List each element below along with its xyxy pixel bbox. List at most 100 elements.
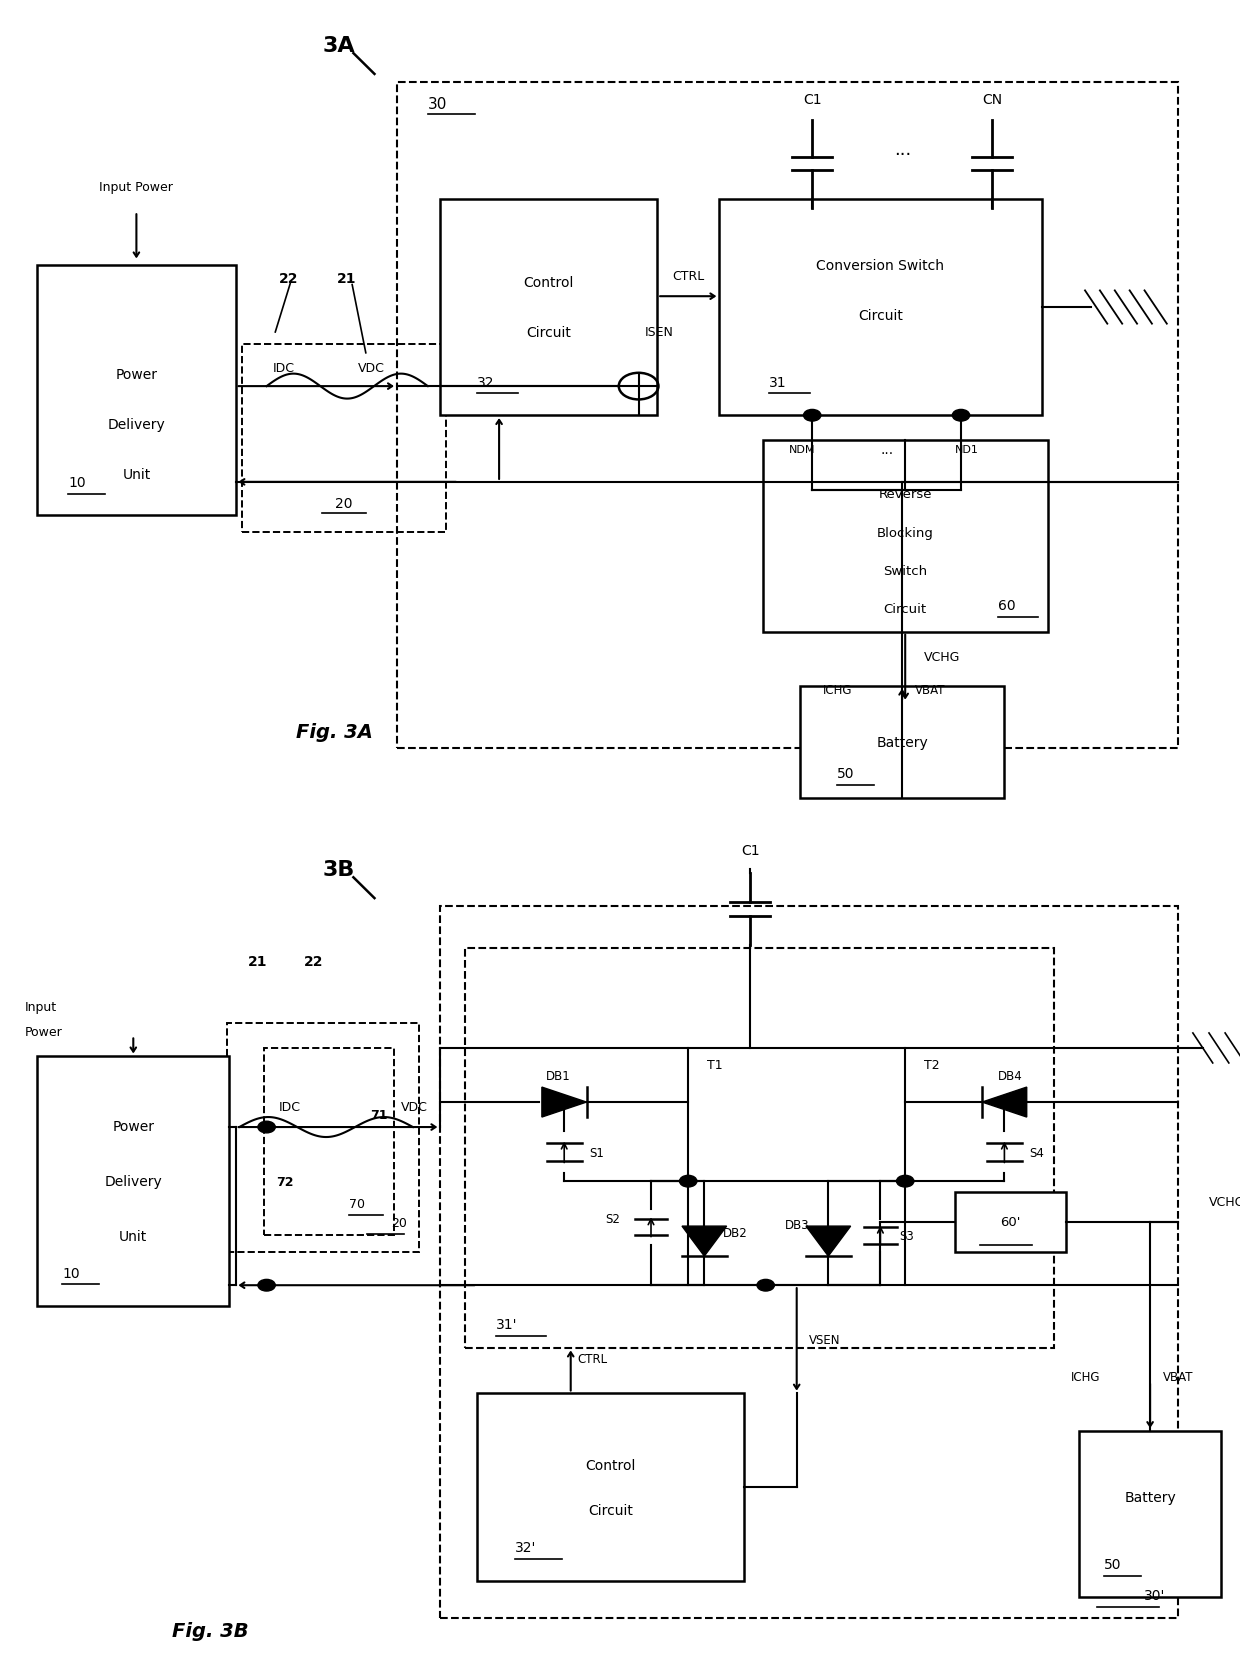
- Polygon shape: [542, 1088, 587, 1118]
- Circle shape: [756, 1280, 774, 1291]
- Text: 60: 60: [998, 599, 1016, 612]
- Text: CN: CN: [982, 93, 1002, 106]
- Text: Circuit: Circuit: [858, 310, 903, 323]
- Text: Power: Power: [113, 1120, 154, 1133]
- Text: Switch: Switch: [883, 564, 928, 577]
- Text: 50: 50: [1104, 1558, 1121, 1571]
- Bar: [440, 907, 1178, 1617]
- Text: Fig. 3A: Fig. 3A: [296, 722, 373, 742]
- Bar: [242, 346, 446, 532]
- Text: CTRL: CTRL: [672, 270, 704, 283]
- Text: Input Power: Input Power: [99, 181, 174, 193]
- Text: 10: 10: [62, 1266, 79, 1280]
- Circle shape: [680, 1175, 697, 1188]
- Text: ICHG: ICHG: [823, 684, 853, 697]
- Bar: [800, 687, 1004, 799]
- Text: DB3: DB3: [785, 1218, 810, 1231]
- Text: Battery: Battery: [877, 735, 928, 749]
- Text: Reverse: Reverse: [878, 488, 932, 501]
- Text: S2: S2: [605, 1213, 620, 1225]
- Bar: [264, 1048, 394, 1235]
- Bar: [465, 948, 1054, 1348]
- Text: 71: 71: [371, 1108, 388, 1122]
- Text: S1: S1: [589, 1146, 604, 1158]
- Text: S3: S3: [899, 1230, 914, 1241]
- Text: Circuit: Circuit: [884, 602, 926, 616]
- Polygon shape: [806, 1226, 851, 1256]
- Text: T1: T1: [707, 1058, 723, 1072]
- Text: 30': 30': [1145, 1587, 1166, 1602]
- Circle shape: [804, 409, 821, 423]
- Text: IDC: IDC: [279, 1100, 301, 1113]
- Text: 32': 32': [515, 1541, 536, 1554]
- Bar: [719, 200, 1042, 416]
- Text: DB1: DB1: [546, 1070, 570, 1082]
- Text: Power: Power: [25, 1025, 62, 1038]
- Text: 20: 20: [335, 496, 353, 511]
- Text: 3A: 3A: [322, 35, 355, 57]
- Text: Control: Control: [523, 276, 574, 290]
- Text: 30: 30: [428, 97, 448, 111]
- Text: 50: 50: [837, 767, 854, 780]
- Bar: [37, 266, 236, 516]
- Circle shape: [258, 1122, 275, 1133]
- Text: Unit: Unit: [123, 468, 150, 481]
- Text: ICHG: ICHG: [1071, 1371, 1101, 1383]
- Text: IDC: IDC: [273, 363, 295, 374]
- Text: Fig. 3B: Fig. 3B: [172, 1621, 249, 1641]
- Bar: [763, 441, 1048, 632]
- Text: Input: Input: [25, 1000, 57, 1013]
- Text: 72: 72: [277, 1175, 294, 1188]
- Text: 20: 20: [391, 1216, 407, 1230]
- Bar: [227, 1023, 419, 1251]
- Text: VCHG: VCHG: [1209, 1195, 1240, 1208]
- Text: DB4: DB4: [998, 1070, 1023, 1082]
- Circle shape: [258, 1280, 275, 1291]
- Text: 22: 22: [304, 953, 324, 968]
- Text: ...: ...: [894, 141, 911, 158]
- Text: Control: Control: [585, 1458, 636, 1471]
- Text: 21: 21: [248, 953, 268, 968]
- Bar: [37, 1057, 229, 1306]
- Text: Delivery: Delivery: [104, 1175, 162, 1188]
- Text: 3B: 3B: [322, 859, 355, 880]
- Text: VSEN: VSEN: [810, 1333, 841, 1346]
- Text: 31': 31': [496, 1318, 517, 1331]
- Text: Circuit: Circuit: [526, 326, 572, 339]
- Circle shape: [952, 409, 970, 423]
- Text: 60': 60': [1001, 1216, 1021, 1228]
- Text: Circuit: Circuit: [588, 1503, 634, 1516]
- Text: ND1: ND1: [955, 444, 980, 454]
- Text: VDC: VDC: [401, 1100, 428, 1113]
- Bar: [955, 1191, 1066, 1251]
- Text: 22: 22: [279, 271, 299, 286]
- Text: Conversion Switch: Conversion Switch: [816, 260, 945, 273]
- Text: NDM: NDM: [789, 444, 816, 454]
- Text: C1: C1: [740, 844, 760, 857]
- Text: Delivery: Delivery: [108, 418, 165, 431]
- Bar: [397, 83, 1178, 749]
- Text: VDC: VDC: [357, 363, 384, 374]
- Text: Power: Power: [115, 368, 157, 381]
- Text: 31: 31: [769, 376, 786, 389]
- Bar: [440, 200, 657, 416]
- Text: CTRL: CTRL: [577, 1351, 608, 1364]
- Text: ...: ...: [880, 443, 893, 456]
- Bar: [1079, 1431, 1221, 1597]
- Text: C1: C1: [802, 93, 822, 106]
- Bar: [477, 1393, 744, 1581]
- Text: T2: T2: [924, 1058, 940, 1072]
- Text: 32: 32: [477, 376, 495, 389]
- Text: Unit: Unit: [119, 1230, 148, 1243]
- Circle shape: [897, 1175, 914, 1188]
- Text: ISEN: ISEN: [645, 326, 673, 339]
- Text: VBAT: VBAT: [915, 684, 945, 697]
- Text: DB2: DB2: [723, 1226, 748, 1240]
- Text: VBAT: VBAT: [1163, 1371, 1193, 1383]
- Text: S4: S4: [1029, 1146, 1044, 1158]
- Text: Blocking: Blocking: [877, 526, 934, 539]
- Polygon shape: [682, 1226, 727, 1256]
- Text: 10: 10: [68, 476, 86, 489]
- Text: VCHG: VCHG: [924, 651, 960, 664]
- Text: 70: 70: [348, 1198, 365, 1210]
